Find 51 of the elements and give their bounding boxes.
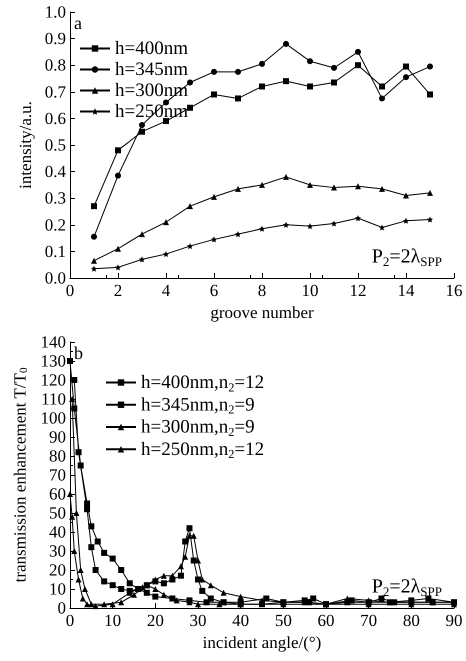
- y-tick-label: 20: [49, 560, 66, 580]
- y-tick-label: 0.1: [44, 242, 66, 261]
- y-tick-label: 40: [49, 522, 66, 542]
- y-tick-label: 110: [41, 390, 66, 408]
- y-tick-label: 100: [40, 408, 66, 428]
- y-tick-label: 60: [49, 484, 66, 504]
- x-tick-label: 4: [162, 281, 171, 300]
- y-tick-label: 0.5: [44, 136, 66, 154]
- y-tick-label: 0.3: [44, 188, 66, 208]
- x-tick-label: 80: [402, 611, 420, 630]
- y-tick-label: 80: [49, 446, 66, 466]
- x-tick-label: 10: [104, 611, 122, 630]
- y-tick-label: 1.0: [44, 2, 66, 22]
- x-tick-label: 40: [232, 611, 250, 630]
- x-tick-label: 16: [446, 281, 462, 300]
- y-tick-label: 0.2: [44, 215, 66, 234]
- x-axis-title: incident angle/(°): [202, 632, 322, 652]
- y-tick-label: 0.6: [44, 108, 66, 128]
- x-tick-label: 8: [258, 281, 266, 300]
- y-tick-label: 0.0: [44, 268, 66, 288]
- y-tick-label: 10: [49, 580, 66, 598]
- x-tick-label: 90: [446, 611, 462, 630]
- x-tick-label: 30: [190, 611, 206, 630]
- annotation: b: [74, 343, 83, 363]
- y-tick-label: 50: [49, 504, 66, 522]
- legend-label: h=345nm: [115, 59, 188, 80]
- y-tick-label: 130: [40, 352, 66, 370]
- x-tick-label: 60: [318, 611, 334, 630]
- y-tick-label: 0.7: [44, 82, 66, 102]
- x-tick-label: 12: [350, 281, 366, 300]
- y-tick-label: 0.4: [44, 162, 66, 182]
- x-tick-label: 2: [114, 281, 122, 300]
- x-tick-label: 10: [302, 281, 318, 300]
- x-tick-label: 14: [398, 281, 415, 300]
- y-tick-label: 0: [58, 598, 66, 618]
- x-tick-label: 6: [210, 281, 218, 300]
- legend-label: h=400nm: [115, 38, 188, 59]
- y-tick-label: 0.8: [44, 56, 66, 75]
- y-tick-label: 120: [40, 370, 66, 390]
- x-tick-label: 20: [146, 611, 164, 630]
- y-axis-title: intensity/a.u.: [16, 101, 35, 189]
- y-axis-title: transmission enhancement T/T0: [10, 366, 30, 582]
- y-tick-label: 0.9: [44, 29, 66, 48]
- annotation: a: [74, 13, 82, 33]
- y-tick-label: 30: [49, 542, 66, 560]
- x-tick-label: 50: [274, 611, 292, 630]
- x-tick-label: 70: [360, 611, 378, 630]
- y-tick-label: 140: [40, 332, 66, 352]
- y-tick-label: 90: [49, 428, 66, 446]
- y-tick-label: 70: [49, 466, 66, 484]
- x-axis-title: groove number: [210, 302, 314, 322]
